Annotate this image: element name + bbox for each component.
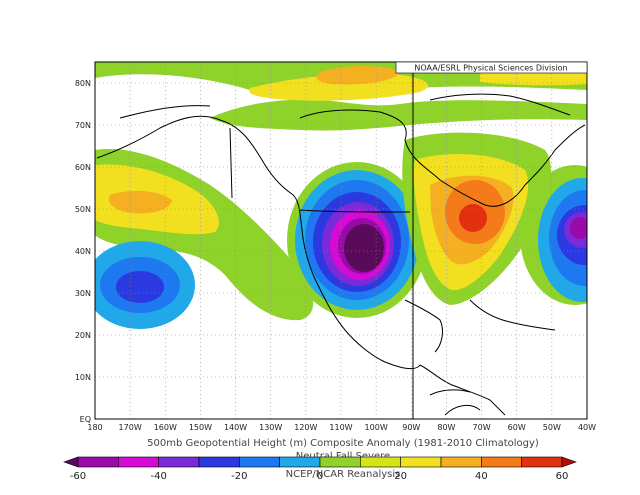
colorbar-swatch bbox=[360, 456, 401, 468]
longitude-label: 160W bbox=[154, 423, 177, 432]
colorbar-swatch bbox=[239, 456, 280, 468]
longitude-label: 80W bbox=[437, 423, 455, 432]
contour-pacific-trough-core bbox=[116, 271, 164, 303]
longitude-label: 90W bbox=[402, 423, 420, 432]
map-source: NCEP/NCAR Reanalysis bbox=[286, 469, 401, 480]
credit-text: NOAA/ESRL Physical Sciences Division bbox=[414, 64, 567, 73]
colorbar-swatch bbox=[481, 456, 522, 468]
latitude-label: 50N bbox=[75, 205, 91, 214]
contour-east-ridge-core bbox=[459, 204, 487, 232]
latitude-label: 80N bbox=[75, 79, 91, 88]
colorbar-labels: -60 -40 -20 0 20 40 60 bbox=[70, 471, 569, 482]
longitude-label: 100W bbox=[365, 423, 388, 432]
longitude-label: 130W bbox=[259, 423, 282, 432]
colorbar bbox=[63, 456, 577, 468]
colorbar-swatch bbox=[198, 456, 240, 468]
latitude-label: 60N bbox=[75, 163, 91, 172]
longitude-label: 120W bbox=[294, 423, 317, 432]
longitude-label: 40W bbox=[578, 423, 596, 432]
longitude-label: 110W bbox=[329, 423, 352, 432]
colorbar-swatch bbox=[440, 456, 482, 468]
longitude-label: 150W bbox=[189, 423, 212, 432]
latitude-label: 70N bbox=[75, 121, 91, 130]
latitude-label: 20N bbox=[75, 331, 91, 340]
colorbar-swatch bbox=[521, 456, 563, 468]
latitude-label: EQ bbox=[80, 415, 91, 424]
plot-frame bbox=[94, 61, 588, 420]
map-title: 500mb Geopotential Height (m) Composite … bbox=[147, 438, 539, 449]
colorbar-label: -40 bbox=[150, 471, 166, 482]
coastlines bbox=[96, 93, 586, 416]
colorbar-swatch bbox=[118, 456, 159, 468]
longitude-label: 170W bbox=[119, 423, 142, 432]
anomaly-shading bbox=[95, 62, 587, 416]
colorbar-swatch bbox=[319, 456, 361, 468]
colorbar-swatch bbox=[77, 456, 119, 468]
colorbar-swatch bbox=[279, 456, 321, 468]
colorbar-swatch bbox=[400, 456, 442, 468]
latitude-label: 30N bbox=[75, 289, 91, 298]
contour-arctic-lower-green bbox=[210, 99, 587, 131]
longitude-label: 50W bbox=[543, 423, 561, 432]
colorbar-label: 20 bbox=[394, 471, 407, 482]
longitude-label: 70W bbox=[473, 423, 491, 432]
latitude-label: 40N bbox=[75, 247, 91, 256]
contour-atlantic-core bbox=[570, 217, 587, 239]
longitude-label: 180 bbox=[87, 423, 102, 432]
colorbar-label: -20 bbox=[231, 471, 247, 482]
colorbar-label: 40 bbox=[475, 471, 488, 482]
longitude-labels: 180 170W 160W 150W 140W 130W 120W 110W 100W 90W 80… bbox=[87, 423, 596, 432]
map-subtitle: Neutral Fall Severe bbox=[296, 451, 390, 462]
colorbar-label: 60 bbox=[556, 471, 569, 482]
contour-pacific-orange bbox=[108, 190, 172, 214]
longitude-label: 60W bbox=[508, 423, 526, 432]
colorbar-max-triangle bbox=[561, 456, 577, 468]
longitude-label: 140W bbox=[224, 423, 247, 432]
credit-box bbox=[395, 61, 588, 74]
colorbar-label: 0 bbox=[317, 471, 323, 482]
colorbar-swatch bbox=[158, 456, 200, 468]
latitude-labels: 80N 70N 60N 50N 40N 30N 20N 10N EQ bbox=[75, 79, 91, 424]
colorbar-min-triangle bbox=[63, 456, 79, 468]
latitude-label: 10N bbox=[75, 373, 91, 382]
contour-west-trough-core bbox=[344, 224, 384, 272]
colorbar-label: -60 bbox=[70, 471, 86, 482]
contour-arctic-orange bbox=[316, 66, 400, 85]
